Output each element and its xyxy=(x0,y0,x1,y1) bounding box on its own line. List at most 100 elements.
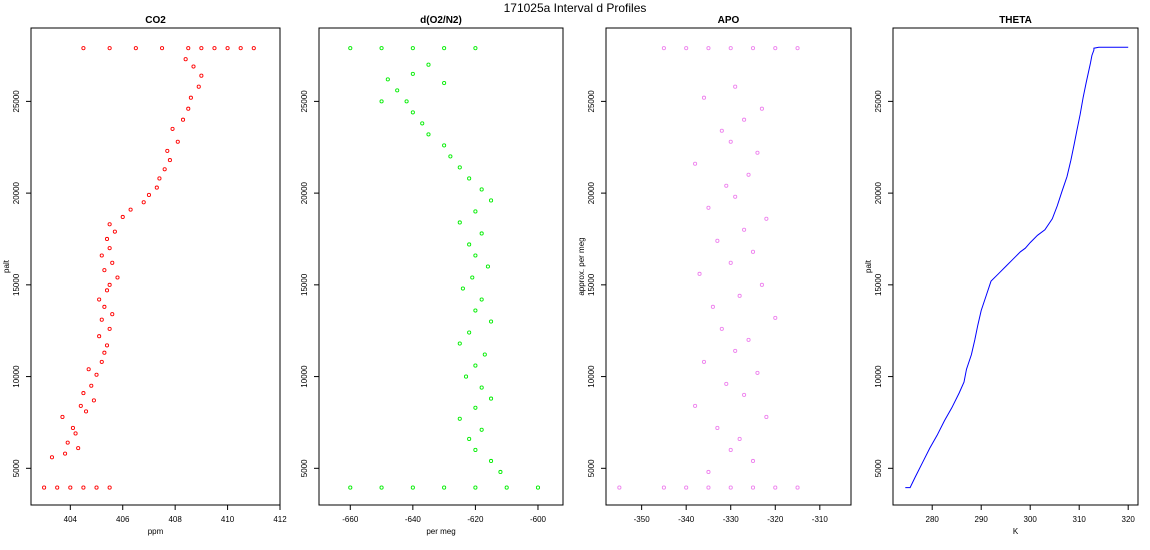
data-point xyxy=(684,485,689,490)
data-point xyxy=(442,80,447,86)
data-point xyxy=(91,398,96,403)
data-point xyxy=(742,392,747,397)
panel-title: CO2 xyxy=(145,15,166,26)
data-point xyxy=(442,46,447,51)
data-point xyxy=(199,46,204,51)
data-point xyxy=(473,363,478,368)
data-point xyxy=(110,260,115,265)
data-point xyxy=(733,348,738,353)
data-point xyxy=(94,372,99,377)
data-point xyxy=(97,297,102,302)
data-point xyxy=(63,451,68,456)
y-tick-label: 20000 xyxy=(300,181,309,204)
x-tick-label: -320 xyxy=(767,515,784,524)
data-point xyxy=(473,209,478,214)
x-tick-label: -350 xyxy=(634,515,651,524)
panel-4: THETA 280 290 300 310 320 5000 10000 15000 20000 2… xyxy=(864,15,1139,536)
x-tick-label: -620 xyxy=(467,515,484,524)
data-point xyxy=(746,172,751,177)
data-point xyxy=(102,304,107,309)
data-point xyxy=(457,165,462,170)
y-tick-label: 15000 xyxy=(874,273,883,296)
data-point xyxy=(773,46,778,51)
x-axis-label: K xyxy=(1013,527,1019,536)
data-point xyxy=(97,334,102,339)
y-axis-label: approx. per meg xyxy=(577,237,586,295)
data-point xyxy=(186,46,191,51)
data-point xyxy=(728,260,733,265)
data-point xyxy=(467,330,472,335)
data-point xyxy=(764,414,769,419)
data-point xyxy=(404,99,409,104)
data-point xyxy=(120,214,125,220)
data-point xyxy=(719,326,724,331)
data-point xyxy=(99,317,104,322)
x-tick-label: -340 xyxy=(678,515,695,524)
y-tick-label: 5000 xyxy=(12,459,21,477)
data-point xyxy=(191,64,196,69)
data-point xyxy=(104,236,110,242)
data-point xyxy=(70,425,75,430)
y-axis-label: palt xyxy=(2,259,11,273)
data-point xyxy=(724,381,729,386)
data-point xyxy=(473,405,478,410)
data-point xyxy=(706,205,711,210)
data-point xyxy=(759,282,764,287)
x-tick-label: 310 xyxy=(1073,515,1087,524)
data-point xyxy=(238,46,243,51)
data-point xyxy=(410,485,415,490)
x-axis-label: ppm xyxy=(148,527,164,536)
data-point xyxy=(710,304,715,309)
data-point xyxy=(697,271,702,276)
data-point xyxy=(104,343,110,348)
y-tick-label: 20000 xyxy=(12,181,21,204)
data-point xyxy=(379,99,384,104)
data-point xyxy=(225,46,230,51)
data-point xyxy=(742,117,747,122)
data-point xyxy=(706,485,711,490)
data-point xyxy=(379,485,384,490)
data-point xyxy=(115,275,120,280)
plot-frame xyxy=(892,27,1139,506)
data-point xyxy=(693,161,698,166)
data-point xyxy=(410,71,415,76)
y-tick-label: 20000 xyxy=(587,181,596,204)
data-point xyxy=(489,319,494,324)
data-point xyxy=(485,264,490,269)
data-point xyxy=(479,385,484,390)
data-point xyxy=(73,431,78,436)
data-point xyxy=(102,350,107,355)
data-point xyxy=(460,286,465,291)
y-tick-label: 10000 xyxy=(12,365,21,388)
data-point xyxy=(728,46,733,51)
data-point xyxy=(55,485,60,490)
data-point xyxy=(535,485,541,490)
panel-title: APO xyxy=(718,15,740,26)
data-point xyxy=(755,150,760,155)
series-line xyxy=(905,46,1129,489)
data-point xyxy=(107,46,112,51)
panel-title: THETA xyxy=(999,15,1032,26)
data-point xyxy=(498,469,503,475)
data-point xyxy=(99,253,104,258)
data-point xyxy=(479,187,484,192)
y-tick-label: 25000 xyxy=(587,90,596,113)
x-tick-label: -640 xyxy=(405,515,422,524)
data-point xyxy=(165,148,170,153)
data-point xyxy=(395,88,400,93)
data-point xyxy=(81,391,86,396)
data-point xyxy=(442,143,447,148)
data-point xyxy=(420,121,425,126)
data-point xyxy=(89,383,94,388)
data-point xyxy=(110,312,115,317)
panels: CO2 404 406 408 410 412 5000 10000 15000 20000 250… xyxy=(2,15,1139,536)
data-point xyxy=(473,447,478,453)
data-point xyxy=(728,485,733,490)
data-point xyxy=(719,128,724,133)
data-point xyxy=(463,374,469,379)
data-point xyxy=(154,185,159,190)
data-point xyxy=(715,238,720,243)
data-point xyxy=(167,158,172,163)
y-tick-label: 5000 xyxy=(874,459,883,477)
